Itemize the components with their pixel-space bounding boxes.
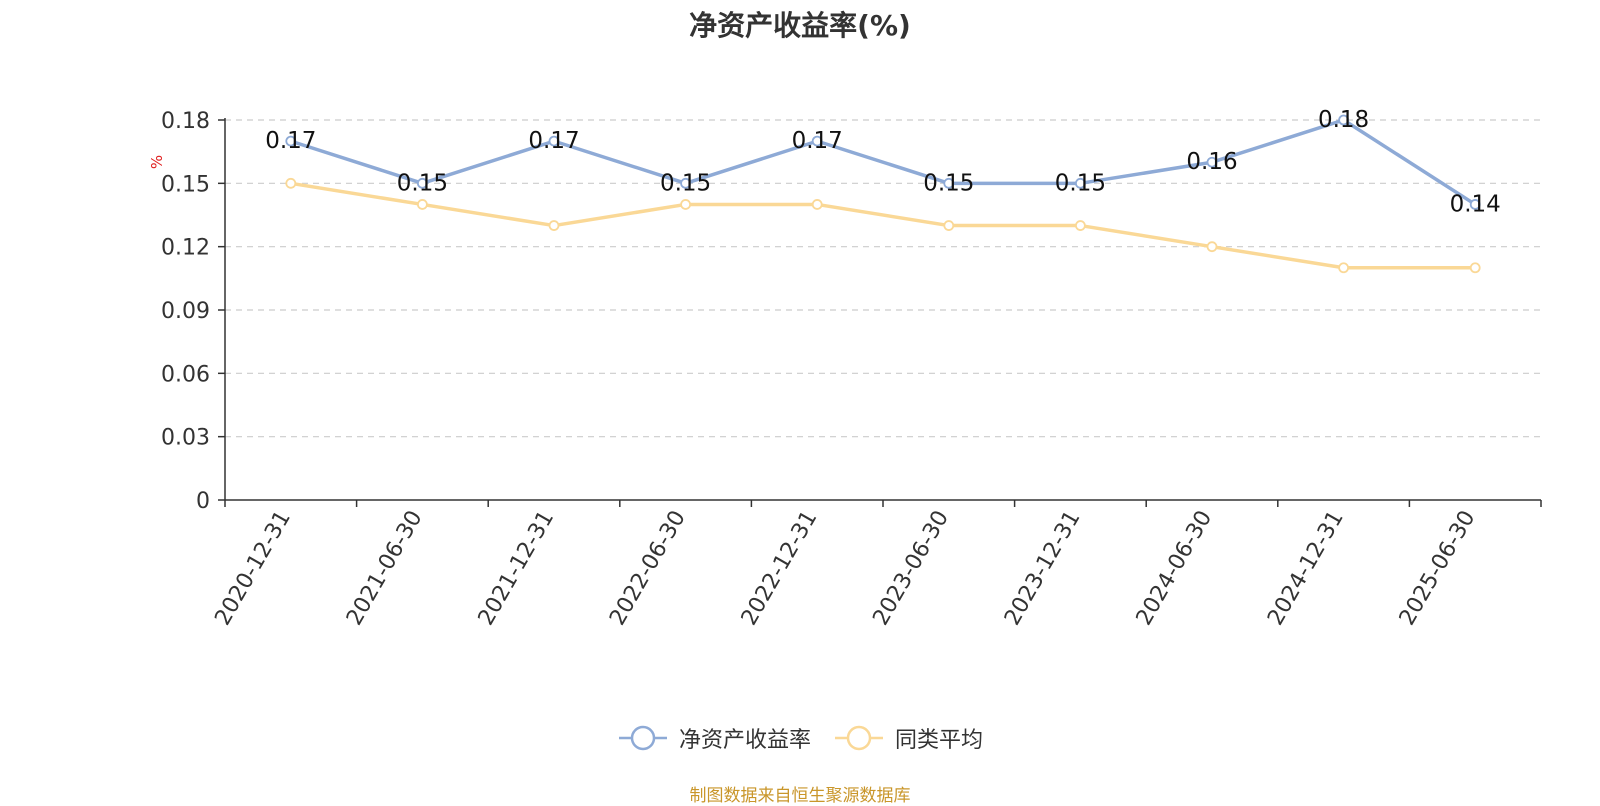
- x-tick-label: 2020-12-31: [210, 507, 296, 630]
- y-tick-label: 0.03: [161, 426, 210, 451]
- data-point: [680, 177, 691, 189]
- data-point: [548, 135, 560, 147]
- data-label: 0.15: [397, 170, 448, 196]
- x-tick-label: 2024-06-30: [1132, 507, 1218, 630]
- data-label: 0.15: [660, 170, 711, 196]
- legend-label: 净资产收益率: [678, 728, 811, 753]
- data-label: 0.15: [1055, 170, 1106, 196]
- data-label: 0.18: [1318, 107, 1369, 133]
- data-point: [1206, 241, 1218, 253]
- data-point: [943, 220, 955, 231]
- x-tick-label: 2025-06-30: [1395, 507, 1481, 630]
- x-tick-label: 2021-06-30: [342, 507, 428, 630]
- data-point: [548, 220, 560, 231]
- series-line: [290, 118, 1477, 206]
- y-axis-unit-label: %: [148, 155, 166, 169]
- data-point: [811, 135, 823, 147]
- data-point: [285, 177, 297, 189]
- y-tick-label: 0: [196, 489, 210, 514]
- y-tick-label: 0.12: [161, 236, 210, 261]
- chart-title: 净资产收益率(%): [689, 9, 911, 42]
- y-tick-label: 0.09: [161, 299, 210, 324]
- series-line: [290, 181, 1476, 270]
- axes: 0 0.03 0.06 0.09 0.12 0.15 0.18 2020-12-31 2021-…: [161, 109, 1542, 630]
- x-tick-label: 2022-12-31: [737, 507, 823, 630]
- data-point: [1338, 114, 1349, 126]
- data-point: [1469, 262, 1481, 274]
- data-label: 0.17: [265, 128, 316, 154]
- x-tick-label: 2021-12-31: [474, 507, 560, 630]
- data-labels: 0.17 0.15 0.17 0.15 0.17 0.15 0.15 0.16 0.18 0.14: [265, 107, 1501, 217]
- y-tick-label: 0.18: [161, 109, 210, 134]
- data-point: [416, 177, 428, 189]
- x-tick-label: 2024-12-31: [1263, 507, 1349, 630]
- x-tick-label: 2023-06-30: [868, 507, 954, 630]
- x-tick-label: 2022-06-30: [605, 507, 691, 630]
- data-point: [943, 177, 955, 189]
- data-point: [1338, 262, 1349, 274]
- y-tick-label: 0.15: [161, 172, 210, 197]
- data-point: [680, 199, 691, 210]
- data-point: [285, 135, 297, 147]
- data-point: [1075, 220, 1086, 231]
- grid-lines: [225, 119, 1541, 438]
- legend-item[interactable]: 净资产收益率: [617, 722, 811, 754]
- x-tick-label: 2023-12-31: [1000, 507, 1086, 630]
- legend-label: 同类平均: [895, 728, 984, 753]
- data-point: [1469, 199, 1481, 210]
- legend-line-circle-icon: [835, 725, 883, 751]
- data-point: [811, 199, 823, 210]
- legend: 净资产收益率 同类平均: [0, 722, 1600, 754]
- y-tick-label: 0.06: [161, 362, 210, 387]
- legend-item[interactable]: 同类平均: [833, 722, 983, 754]
- source-note: 制图数据来自恒生聚源数据库: [689, 786, 911, 806]
- data-label: 0.14: [1450, 191, 1501, 217]
- data-label: 0.16: [1186, 149, 1237, 175]
- legend-line-circle-icon: [618, 725, 667, 751]
- data-point: [1206, 156, 1218, 168]
- series: [285, 114, 1481, 274]
- data-point: [1075, 177, 1086, 189]
- data-label: 0.15: [923, 170, 974, 196]
- data-label: 0.17: [792, 128, 843, 154]
- data-point: [416, 199, 428, 210]
- data-label: 0.17: [528, 128, 579, 154]
